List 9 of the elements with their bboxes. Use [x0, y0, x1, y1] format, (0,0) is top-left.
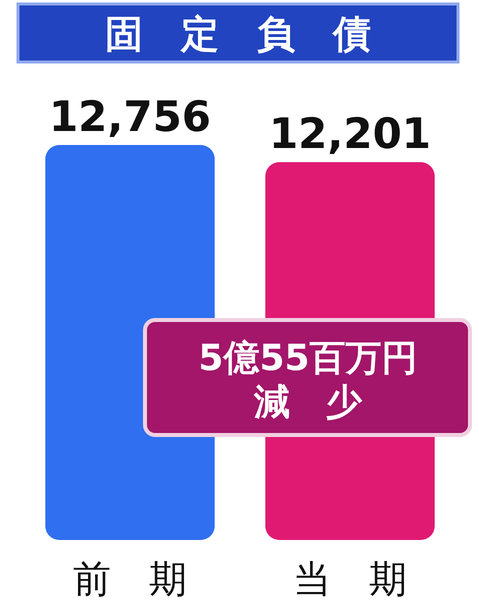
x-tick-label: 当 期 — [293, 557, 407, 601]
data-label: 12,201 — [268, 109, 432, 158]
title: 固 定 負 債 — [16, 2, 460, 64]
chart-title: 固 定 負 債 — [105, 12, 371, 56]
data-label: 12,756 — [48, 92, 212, 141]
annotation: 5億55百万円 — [198, 338, 418, 379]
annotation: 減 少 — [253, 382, 363, 423]
annotation-box: 5億55百万円 減 少 — [143, 318, 472, 437]
x-tick-label: 前 期 — [73, 557, 187, 601]
